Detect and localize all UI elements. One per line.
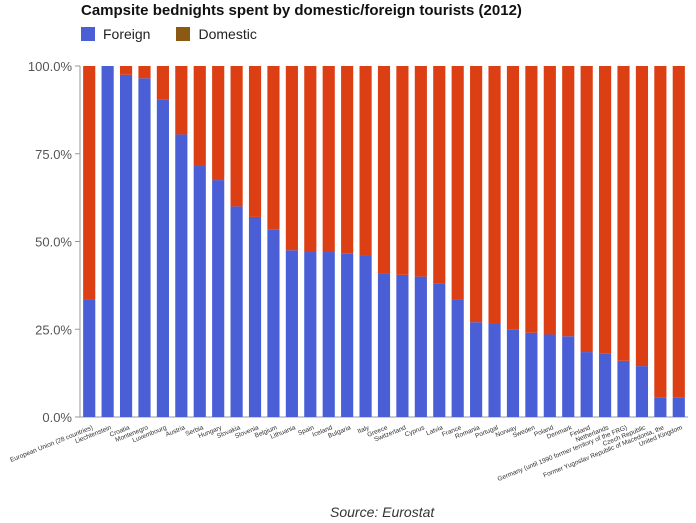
bar-domestic xyxy=(433,66,446,284)
bar-foreign xyxy=(543,334,556,417)
chart-legend: Foreign Domestic xyxy=(81,26,283,42)
x-tick-label: European Union (28 countries) xyxy=(9,424,94,464)
bar-foreign xyxy=(230,206,243,417)
bar-foreign xyxy=(451,299,464,417)
bar-foreign xyxy=(267,229,280,417)
bar-domestic xyxy=(193,66,206,167)
chart-title: Campsite bednights spent by domestic/for… xyxy=(81,2,522,19)
bar-foreign xyxy=(635,366,649,417)
bar-domestic xyxy=(119,66,133,75)
bar-domestic xyxy=(488,66,501,324)
bar-foreign xyxy=(470,322,483,417)
bar-foreign xyxy=(341,253,354,417)
bar-domestic xyxy=(175,66,188,135)
bar-foreign xyxy=(506,329,520,417)
bar-foreign xyxy=(83,299,96,417)
bar-foreign xyxy=(193,166,206,417)
bar-domestic xyxy=(138,66,151,79)
bar-domestic xyxy=(654,66,667,398)
bar-domestic xyxy=(267,66,280,230)
legend-label-domestic: Domestic xyxy=(198,26,257,42)
bar-domestic xyxy=(635,66,649,367)
source-note: Source: Eurostat xyxy=(330,504,435,520)
bar-domestic xyxy=(599,66,612,354)
bar-domestic xyxy=(248,66,262,217)
legend-label-foreign: Foreign xyxy=(103,26,151,42)
bar-foreign xyxy=(562,336,575,417)
bar-foreign xyxy=(488,323,501,417)
bar-domestic xyxy=(156,66,169,100)
bar-domestic xyxy=(525,66,538,333)
bar-domestic xyxy=(451,66,464,300)
y-tick-label: 0.0% xyxy=(42,410,72,425)
bar-domestic xyxy=(396,66,409,275)
bar-foreign xyxy=(654,397,667,417)
bar-foreign xyxy=(138,78,151,417)
x-tick-label: Italy xyxy=(357,424,371,435)
bar-domestic xyxy=(341,66,354,254)
bar-foreign xyxy=(359,255,372,417)
x-tick-label: Austria xyxy=(165,424,187,438)
bar-domestic xyxy=(470,66,483,323)
bar-domestic xyxy=(212,66,225,181)
legend-item-domestic[interactable]: Domestic xyxy=(176,26,257,42)
bar-domestic xyxy=(377,66,391,274)
bar-foreign xyxy=(525,332,538,417)
bar-domestic xyxy=(285,66,298,251)
y-tick-label: 50.0% xyxy=(35,235,72,250)
bar-foreign xyxy=(599,353,612,417)
bar-foreign xyxy=(396,274,409,417)
legend-swatch-foreign xyxy=(81,27,95,41)
bar-domestic xyxy=(580,66,593,353)
bar-domestic xyxy=(562,66,575,337)
bar-domestic xyxy=(543,66,556,335)
legend-swatch-domestic xyxy=(176,27,191,41)
bar-domestic xyxy=(617,66,630,361)
y-tick-label: 75.0% xyxy=(35,147,72,162)
bar-foreign xyxy=(377,273,391,417)
y-tick-label: 100.0% xyxy=(28,59,73,74)
bar-domestic xyxy=(506,66,520,330)
bar-foreign xyxy=(672,397,685,417)
bar-foreign xyxy=(433,283,446,417)
bar-foreign xyxy=(248,216,262,417)
bar-domestic xyxy=(322,66,335,253)
legend-item-foreign[interactable]: Foreign xyxy=(81,26,150,42)
bar-foreign xyxy=(175,134,188,417)
bar-foreign xyxy=(119,74,133,418)
x-tick-label: Cyprus xyxy=(404,424,426,438)
bar-foreign xyxy=(322,252,335,417)
y-tick-label: 25.0% xyxy=(35,322,72,337)
bar-foreign xyxy=(414,276,427,417)
bar-domestic xyxy=(230,66,243,207)
bar-foreign xyxy=(285,250,298,417)
bar-domestic xyxy=(672,66,685,398)
bar-foreign xyxy=(580,352,593,417)
bar-foreign xyxy=(617,360,630,417)
bar-domestic xyxy=(304,66,317,253)
bar-domestic xyxy=(359,66,372,256)
bar-foreign xyxy=(212,180,225,417)
bar-domestic xyxy=(83,66,96,300)
bar-domestic xyxy=(414,66,427,277)
bar-foreign xyxy=(304,252,317,417)
bar-foreign xyxy=(156,99,169,417)
bar-foreign xyxy=(101,66,114,417)
